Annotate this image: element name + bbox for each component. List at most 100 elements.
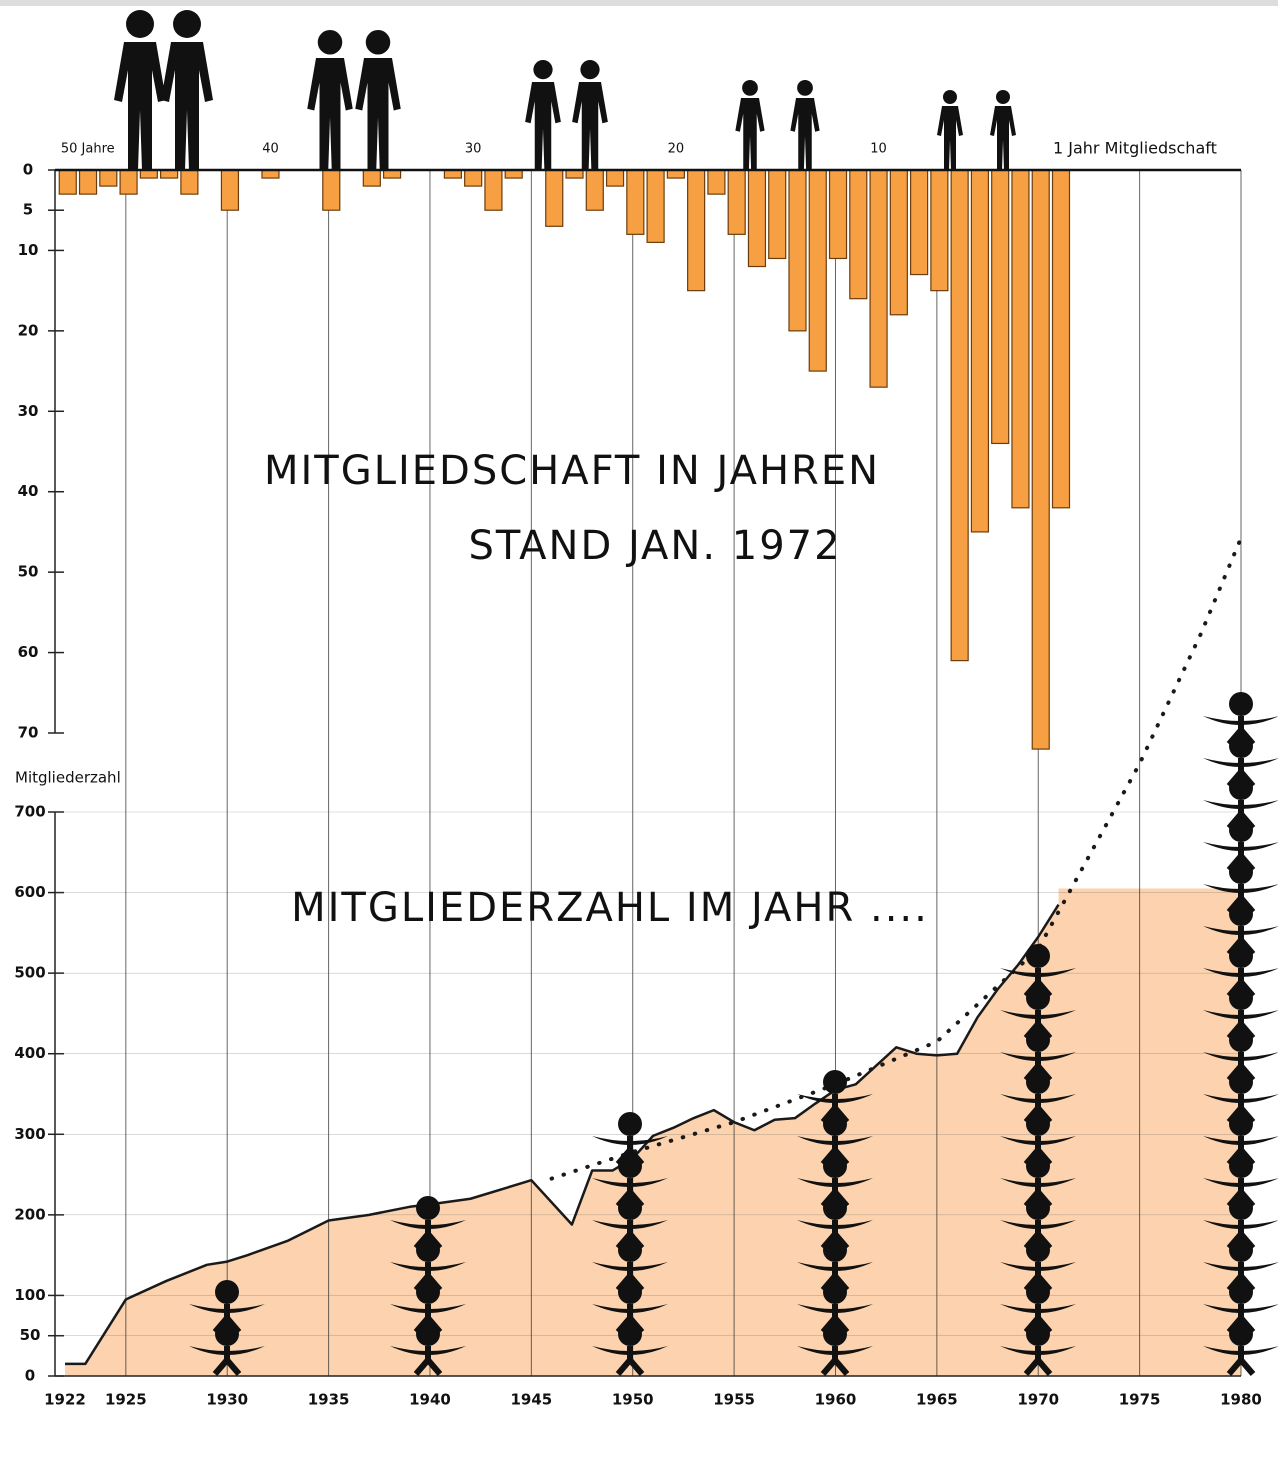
bar <box>748 170 765 267</box>
bar <box>80 170 97 194</box>
area-chart: 0501002003004005006007001922192519301935… <box>14 170 1262 1409</box>
x-tick-label: 40 <box>262 142 279 157</box>
page: 0501002003004005006007001922192519301935… <box>0 0 1278 1480</box>
bar <box>181 170 198 194</box>
x-tick-label: 20 <box>668 142 685 157</box>
y-tick-label: 300 <box>14 1125 45 1143</box>
chart: 0501002003004005006007001922192519301935… <box>0 0 1278 1480</box>
x-tick-label: 1950 <box>612 1391 654 1409</box>
bar <box>789 170 806 331</box>
figure-head <box>996 90 1010 104</box>
stack-head <box>1229 692 1253 716</box>
y-tick-label: 50 <box>18 563 39 581</box>
scan-edge <box>0 0 1278 6</box>
stack-head <box>416 1196 440 1220</box>
figure-body <box>990 106 1016 170</box>
chart-title: MITGLIEDSCHAFT IN JAHREN <box>264 448 880 494</box>
bar <box>100 170 117 186</box>
bar <box>708 170 725 194</box>
bar <box>59 170 76 194</box>
figure-body <box>307 58 353 170</box>
y-tick-label: 0 <box>23 161 33 179</box>
y-tick-label: 400 <box>14 1044 45 1062</box>
x-tick-label: 30 <box>465 142 482 157</box>
bar <box>870 170 887 387</box>
figure-head <box>533 60 552 79</box>
bar <box>586 170 603 210</box>
bar <box>830 170 847 258</box>
x-tick-label: 1980 <box>1220 1391 1262 1409</box>
figure-body <box>937 106 963 170</box>
x-tick-label: 1970 <box>1017 1391 1059 1409</box>
x-tick-label: 1940 <box>409 1391 451 1409</box>
x-tick-label: 1955 <box>713 1391 755 1409</box>
bar <box>809 170 826 371</box>
bar <box>323 170 340 210</box>
area-fill <box>65 905 1059 1376</box>
area-fill <box>1059 889 1241 1376</box>
stack-head <box>1026 944 1050 968</box>
figure-body <box>114 42 166 170</box>
x-tick-label: 1 Jahr Mitgliedschaft <box>1053 139 1217 158</box>
figure-body <box>735 98 764 170</box>
y-tick-label: 600 <box>14 883 45 901</box>
bar <box>850 170 867 299</box>
y-tick-label: 200 <box>14 1205 45 1223</box>
y-tick-label: 10 <box>18 241 39 259</box>
y-tick-label: 70 <box>18 724 39 742</box>
figure-body <box>355 58 401 170</box>
x-tick-label: 10 <box>870 142 887 157</box>
x-tick-label: 1925 <box>105 1391 147 1409</box>
stack-head <box>823 1070 847 1094</box>
bar <box>1012 170 1029 508</box>
bar <box>647 170 664 242</box>
y-tick-label: 100 <box>14 1286 45 1304</box>
figure-head <box>126 10 154 38</box>
bar <box>971 170 988 532</box>
stack-head <box>618 1112 642 1136</box>
bar <box>607 170 624 186</box>
figure-body <box>790 98 819 170</box>
figure-head <box>742 80 758 96</box>
bar <box>1053 170 1070 508</box>
figure-head <box>366 30 391 55</box>
bar <box>627 170 644 234</box>
y-tick-label: 60 <box>18 643 39 661</box>
figure-head <box>580 60 599 79</box>
bar <box>728 170 745 234</box>
bar <box>688 170 705 291</box>
y-tick-label: 500 <box>14 964 45 982</box>
x-tick-label: 1922 <box>44 1391 86 1409</box>
bar <box>465 170 482 186</box>
bar <box>363 170 380 186</box>
bar <box>890 170 907 315</box>
y-tick-label: 30 <box>18 402 39 420</box>
bar <box>546 170 563 226</box>
bar <box>120 170 137 194</box>
y-tick-label: 20 <box>18 321 39 339</box>
figure-head <box>173 10 201 38</box>
x-tick-label: 1975 <box>1119 1391 1161 1409</box>
stack-head <box>215 1280 239 1304</box>
chart-title: MITGLIEDERZAHL IM JAHR .... <box>291 885 929 931</box>
x-tick-label: 1930 <box>206 1391 248 1409</box>
bar <box>221 170 238 210</box>
y-tick-label: 0 <box>25 1367 35 1385</box>
bar <box>992 170 1009 443</box>
x-tick-label: 1945 <box>510 1391 552 1409</box>
bar <box>1032 170 1049 749</box>
y-tick-label: 40 <box>18 482 39 500</box>
y-axis-label: Mitgliederzahl <box>15 769 121 787</box>
bar <box>769 170 786 258</box>
figure-body <box>525 82 561 170</box>
x-tick-label: 1935 <box>308 1391 350 1409</box>
figure-head <box>943 90 957 104</box>
x-tick-label: 50 Jahre <box>61 142 115 157</box>
figure-body <box>572 82 608 170</box>
bar <box>931 170 948 291</box>
bar-chart: 051020304050607050 Jahre403020101 Jahr M… <box>18 139 1241 750</box>
bar <box>911 170 928 275</box>
figure-head <box>797 80 813 96</box>
figure-head <box>318 30 343 55</box>
